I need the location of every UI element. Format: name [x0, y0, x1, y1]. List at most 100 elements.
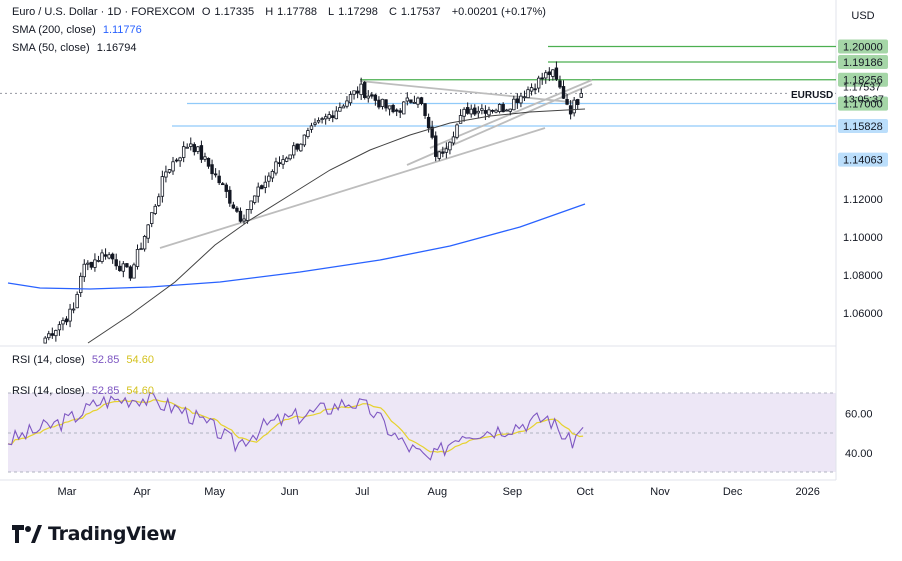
candle-body: [349, 94, 352, 102]
candle-body: [374, 95, 377, 100]
candle-body: [140, 249, 143, 250]
candle-body: [314, 123, 317, 124]
candle-body: [360, 84, 363, 95]
rsi-legend-duplicate[interactable]: RSI (14, close) 52.85 54.60: [12, 385, 158, 397]
candle-body: [498, 104, 501, 111]
candle-body: [513, 99, 516, 110]
candle-body: [491, 110, 494, 111]
level-tag-label: 1.15828: [843, 121, 883, 133]
candle-body: [204, 157, 207, 160]
candle-body: [573, 100, 576, 113]
candle-body: [580, 93, 583, 97]
rsi-legend[interactable]: RSI (14, close) 52.85 54.60: [12, 354, 158, 366]
candle-body: [420, 98, 423, 104]
candle-body: [562, 86, 565, 98]
candle-body: [271, 171, 274, 178]
rsi-label: RSI (14, close): [12, 354, 85, 366]
candle-body: [552, 70, 555, 77]
candle-body: [321, 119, 324, 120]
low-label: L: [328, 6, 334, 18]
rsi-label-duplicate: RSI (14, close): [12, 385, 85, 397]
candle-body: [310, 126, 313, 130]
time-axis-label: Jun: [281, 486, 299, 498]
candle-body: [211, 165, 214, 174]
symbol-legend[interactable]: Euro / U.S. Dollar · 1D · FOREXCOM O 1.17…: [12, 6, 550, 18]
tradingview-wordmark: TradingView: [48, 523, 176, 545]
candle-body: [250, 201, 253, 210]
candle-body: [303, 135, 306, 145]
price-tick-label: 1.06000: [843, 308, 883, 320]
candle-body: [300, 144, 303, 151]
candle-body: [221, 184, 224, 185]
candle-body: [232, 205, 235, 208]
candle-body: [438, 152, 441, 159]
candle-body: [523, 97, 526, 98]
candle-body: [189, 144, 192, 147]
change-value: +0.00201 (+0.17%): [452, 6, 546, 18]
candle-body: [434, 136, 437, 157]
candle-body: [339, 108, 342, 112]
candle-body: [136, 249, 139, 266]
tradingview-logo-icon: [12, 525, 42, 543]
candle-body: [555, 68, 558, 79]
candle-body: [452, 137, 455, 143]
candle-body: [356, 91, 359, 93]
candle-body: [324, 117, 327, 119]
current-symbol-label: EURUSD: [789, 90, 835, 101]
candle-body: [378, 100, 381, 107]
candle-body: [331, 116, 334, 118]
candle-body: [534, 89, 537, 90]
rsi-ma-value-duplicate: 54.60: [126, 385, 154, 397]
high-value: 1.17788: [277, 6, 317, 18]
time-axis-label: Aug: [428, 486, 448, 498]
candle-body: [505, 110, 508, 111]
sma50-legend[interactable]: SMA (50, close) 1.16794: [12, 42, 140, 54]
price-tick-label: 1.12000: [843, 194, 883, 206]
candle-body: [473, 108, 476, 114]
candle-body: [484, 110, 487, 113]
candle-body: [406, 98, 409, 101]
time-axis-label: Apr: [133, 486, 150, 498]
candle-body: [328, 115, 331, 119]
candle-body: [260, 186, 263, 189]
candle-body: [104, 255, 107, 257]
candle-body: [179, 158, 182, 161]
candle-body: [83, 264, 86, 276]
candle-body: [481, 109, 484, 111]
open-label: O: [202, 6, 211, 18]
candle-body: [459, 116, 462, 124]
time-axis-label: Mar: [58, 486, 77, 498]
rsi-ma-value: 54.60: [126, 354, 154, 366]
candle-body: [264, 182, 267, 187]
candle-body: [243, 219, 246, 221]
candle-body: [537, 78, 540, 88]
candle-body: [172, 162, 175, 171]
time-axis-label: Jul: [355, 486, 369, 498]
candle-body: [470, 109, 473, 114]
close-label: C: [389, 6, 397, 18]
tradingview-logo[interactable]: TradingView: [12, 522, 176, 546]
candle-body: [307, 131, 310, 137]
candle-body: [182, 147, 185, 158]
time-axis-label: Oct: [576, 486, 593, 498]
candle-body: [417, 98, 420, 104]
candle-body: [168, 170, 171, 173]
candle-body: [292, 146, 295, 155]
candle-body: [442, 152, 445, 154]
candle-body: [278, 163, 281, 164]
sma200-legend[interactable]: SMA (200, close) 1.11776: [12, 24, 146, 36]
candle-body: [133, 265, 136, 278]
candle-body: [47, 334, 50, 338]
candle-body: [79, 276, 82, 292]
candle-body: [424, 104, 427, 116]
candle-body: [55, 330, 58, 335]
currency-button[interactable]: USD: [838, 8, 888, 24]
candle-body: [559, 81, 562, 87]
candle-body: [44, 338, 47, 343]
candle-body: [268, 176, 271, 181]
candle-body: [335, 111, 338, 119]
price-tick-label: 1.10000: [843, 232, 883, 244]
candle-body: [72, 309, 75, 310]
